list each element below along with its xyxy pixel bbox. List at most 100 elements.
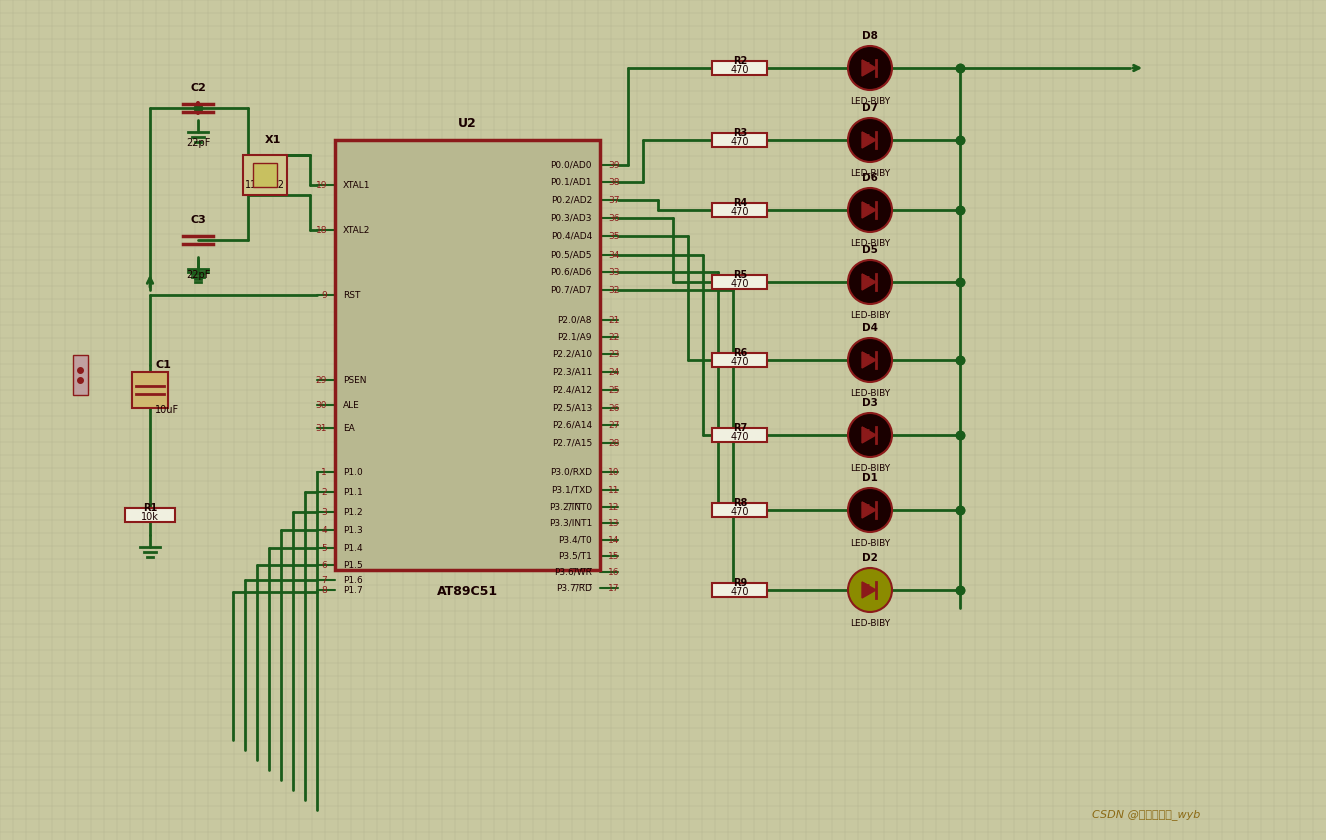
Text: 470: 470 xyxy=(731,137,749,147)
Text: 7: 7 xyxy=(321,575,328,585)
Text: 11.0592: 11.0592 xyxy=(245,180,285,190)
Text: 1: 1 xyxy=(321,468,328,476)
Bar xyxy=(712,583,768,597)
Text: D7: D7 xyxy=(862,103,878,113)
Text: D5: D5 xyxy=(862,245,878,255)
Text: LED-BIBY: LED-BIBY xyxy=(850,239,890,248)
Circle shape xyxy=(849,118,892,162)
Text: P2.4/A12: P2.4/A12 xyxy=(552,386,591,395)
Text: 470: 470 xyxy=(731,587,749,597)
Text: 470: 470 xyxy=(731,507,749,517)
Text: 470: 470 xyxy=(731,432,749,442)
Circle shape xyxy=(849,260,892,304)
Bar xyxy=(712,133,768,147)
Text: 37: 37 xyxy=(609,196,619,204)
Text: P1.3: P1.3 xyxy=(343,526,363,534)
Text: 16: 16 xyxy=(609,568,619,576)
Text: 31: 31 xyxy=(316,423,328,433)
Text: P3.6/̅W̅R̅: P3.6/̅W̅R̅ xyxy=(554,568,591,576)
Text: 39: 39 xyxy=(609,160,619,170)
Text: 15: 15 xyxy=(609,552,619,560)
Text: 9: 9 xyxy=(321,291,328,300)
Polygon shape xyxy=(862,427,876,443)
Text: P3.0/RXD: P3.0/RXD xyxy=(550,468,591,476)
Text: P3.2/̅I̅N̅T̅0: P3.2/̅I̅N̅T̅0 xyxy=(549,502,591,512)
Text: P0.6/AD6: P0.6/AD6 xyxy=(550,267,591,276)
Text: P1.7: P1.7 xyxy=(343,585,363,595)
Text: C3: C3 xyxy=(190,215,206,225)
Text: P3.7/̅R̅D̅: P3.7/̅R̅D̅ xyxy=(556,584,591,592)
Text: 28: 28 xyxy=(609,438,619,448)
Polygon shape xyxy=(862,132,876,148)
Text: 18: 18 xyxy=(316,225,328,234)
Text: 36: 36 xyxy=(609,213,619,223)
Text: U2: U2 xyxy=(457,117,477,130)
Text: 470: 470 xyxy=(731,65,749,75)
Circle shape xyxy=(849,188,892,232)
Bar xyxy=(712,61,768,75)
Text: P0.2/AD2: P0.2/AD2 xyxy=(550,196,591,204)
Text: P2.2/A10: P2.2/A10 xyxy=(552,349,591,359)
Text: P2.0/A8: P2.0/A8 xyxy=(557,316,591,324)
Circle shape xyxy=(849,568,892,612)
Text: 10: 10 xyxy=(609,468,619,476)
Text: 8: 8 xyxy=(321,585,328,595)
Text: 10k: 10k xyxy=(141,512,159,522)
Bar xyxy=(133,372,168,408)
Text: LED-BIBY: LED-BIBY xyxy=(850,464,890,473)
Text: 5: 5 xyxy=(321,543,328,553)
Text: 470: 470 xyxy=(731,279,749,289)
Text: 34: 34 xyxy=(609,250,619,260)
Text: P3.1/TXD: P3.1/TXD xyxy=(550,486,591,495)
Text: 22: 22 xyxy=(609,333,619,342)
Text: P0.3/AD3: P0.3/AD3 xyxy=(550,213,591,223)
Text: P1.2: P1.2 xyxy=(343,507,362,517)
Text: 32: 32 xyxy=(609,286,619,295)
Text: X1: X1 xyxy=(265,135,281,145)
Text: P0.7/AD7: P0.7/AD7 xyxy=(550,286,591,295)
Circle shape xyxy=(849,488,892,532)
Text: 19: 19 xyxy=(316,181,328,190)
Text: R4: R4 xyxy=(733,198,747,208)
Bar xyxy=(712,503,768,517)
Text: 21: 21 xyxy=(609,316,619,324)
Circle shape xyxy=(849,338,892,382)
Bar xyxy=(712,428,768,442)
Text: D4: D4 xyxy=(862,323,878,333)
Text: R1: R1 xyxy=(143,503,156,513)
Text: D3: D3 xyxy=(862,398,878,408)
Text: 38: 38 xyxy=(609,177,619,186)
Text: EA: EA xyxy=(343,423,355,433)
Text: 24: 24 xyxy=(609,368,619,376)
Text: 2: 2 xyxy=(321,487,328,496)
Text: D1: D1 xyxy=(862,473,878,483)
Polygon shape xyxy=(862,502,876,518)
Polygon shape xyxy=(862,352,876,368)
Text: LED-BIBY: LED-BIBY xyxy=(850,169,890,178)
Text: XTAL2: XTAL2 xyxy=(343,225,370,234)
Text: LED-BIBY: LED-BIBY xyxy=(850,619,890,628)
Text: D6: D6 xyxy=(862,173,878,183)
Text: R7: R7 xyxy=(733,423,747,433)
Text: R9: R9 xyxy=(733,578,747,588)
Text: C2: C2 xyxy=(190,83,206,93)
Text: 6: 6 xyxy=(321,560,328,570)
Text: 30: 30 xyxy=(316,401,328,410)
Text: R5: R5 xyxy=(733,270,747,280)
Text: P1.4: P1.4 xyxy=(343,543,362,553)
Bar xyxy=(253,163,277,187)
Text: R2: R2 xyxy=(733,56,747,66)
Text: 4: 4 xyxy=(321,526,328,534)
Text: P3.3/INT1: P3.3/INT1 xyxy=(549,518,591,528)
Text: 22pF: 22pF xyxy=(186,270,211,280)
Text: D2: D2 xyxy=(862,553,878,563)
Bar xyxy=(712,353,768,367)
Text: P2.1/A9: P2.1/A9 xyxy=(557,333,591,342)
Text: P0.4/AD4: P0.4/AD4 xyxy=(550,232,591,240)
Text: P2.5/A13: P2.5/A13 xyxy=(552,403,591,412)
Text: D8: D8 xyxy=(862,31,878,41)
Text: LED-BIBY: LED-BIBY xyxy=(850,539,890,548)
Text: LED-BIBY: LED-BIBY xyxy=(850,311,890,320)
Text: P3.4/T0: P3.4/T0 xyxy=(558,536,591,544)
Text: ALE: ALE xyxy=(343,401,359,410)
